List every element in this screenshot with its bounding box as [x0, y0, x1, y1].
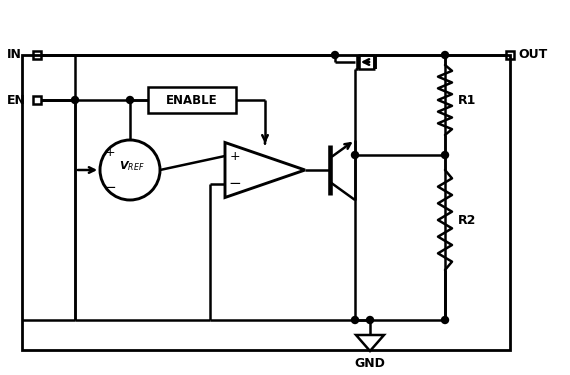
Bar — [33, 96, 41, 104]
Circle shape — [352, 152, 359, 159]
Circle shape — [352, 316, 359, 324]
Text: IN: IN — [7, 48, 22, 62]
Bar — [506, 51, 514, 59]
Text: OUT: OUT — [518, 48, 547, 62]
Circle shape — [71, 96, 79, 104]
Circle shape — [367, 316, 373, 324]
Text: +: + — [230, 150, 241, 162]
Circle shape — [127, 96, 133, 104]
Text: ENABLE: ENABLE — [166, 93, 218, 106]
Text: V$_{REF}$: V$_{REF}$ — [119, 159, 145, 173]
Text: R1: R1 — [458, 93, 477, 106]
Bar — [22, 55, 510, 350]
Text: −: − — [104, 180, 116, 195]
Text: R2: R2 — [458, 213, 477, 226]
Circle shape — [332, 51, 339, 58]
Text: GND: GND — [355, 357, 385, 370]
Circle shape — [442, 316, 449, 324]
Text: +: + — [105, 147, 115, 159]
Text: EN: EN — [7, 93, 26, 106]
Bar — [33, 51, 41, 59]
Text: −: − — [229, 177, 241, 192]
Circle shape — [442, 152, 449, 159]
Bar — [148, 87, 236, 113]
Circle shape — [442, 51, 449, 58]
